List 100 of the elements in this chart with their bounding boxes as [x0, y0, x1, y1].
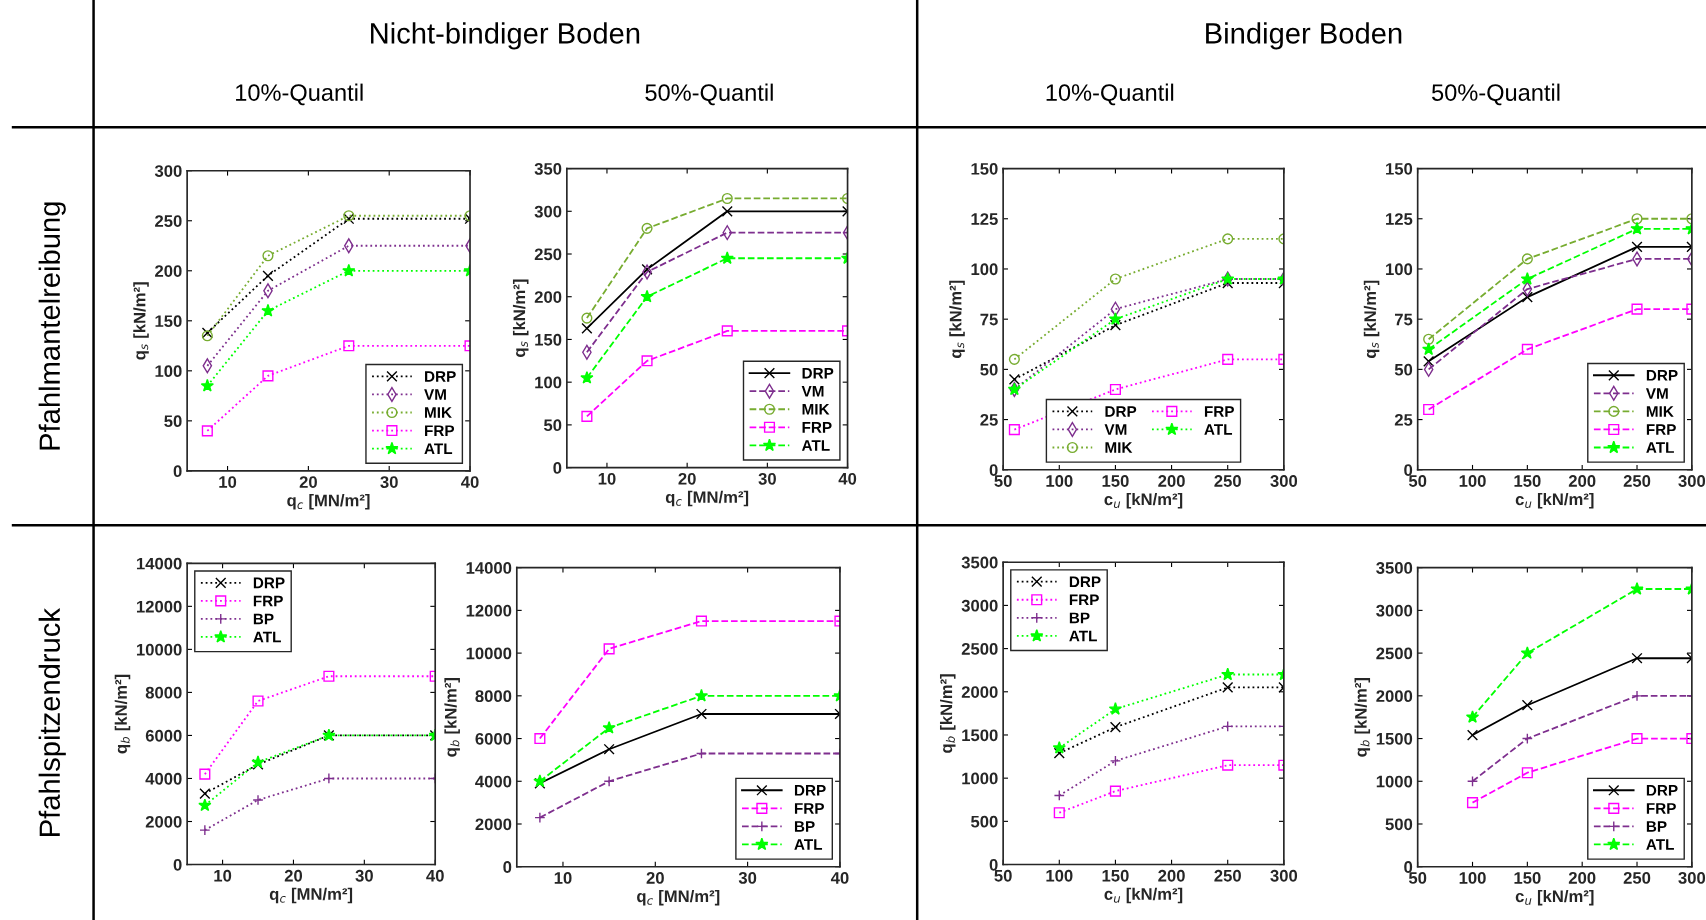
y-tick-label: 0: [553, 462, 562, 474]
y-axis-title: q$_{s}$ [kN/m²]: [1363, 280, 1380, 358]
y-axis-title: q$_{s}$ [kN/m²]: [949, 280, 965, 358]
x-tick-label: 40: [838, 472, 857, 485]
legend-label: DRP: [794, 785, 826, 796]
y-tick-label: 50: [980, 363, 998, 376]
legend-label: VM: [801, 386, 824, 397]
y-tick-label: 500: [1385, 818, 1413, 831]
y-tick-label: 10000: [136, 643, 182, 656]
text: Bindiger Boden: [1206, 22, 1402, 50]
legend-label: VM: [1645, 388, 1668, 399]
y-tick-label: 25: [1394, 413, 1413, 426]
legend-label: DRP: [1646, 370, 1678, 381]
y-tick-label: 0: [989, 464, 998, 476]
x-tick-label: 150: [1514, 475, 1541, 487]
y-axis-title: q$_{s}$ [kN/m²]: [133, 282, 149, 360]
chart-title: 50%-Quantil: [645, 83, 773, 106]
x-axis-title: c$_{u}$ [kN/m²]: [1515, 492, 1594, 509]
y-tick-label: 1000: [962, 772, 998, 785]
y-tick-label: 0: [503, 861, 512, 873]
text: Pfahlspitzendruck: [38, 608, 66, 836]
legend-label: DRP: [1069, 576, 1101, 588]
legend-label: DRP: [425, 371, 456, 382]
x-axis-title: q$_{c}$ [MN/m²]: [269, 887, 353, 904]
legend-label: VM: [424, 389, 446, 400]
x-tick-label: 250: [1623, 475, 1651, 487]
x-tick-label: 20: [299, 476, 317, 488]
text: Pfahlmantelreibung: [38, 202, 66, 450]
y-tick-label: 0: [1404, 464, 1413, 476]
y-axis-title: q$_{b}$ [kN/m²]: [939, 674, 956, 753]
x-tick-label: 150: [1514, 872, 1541, 884]
x-tick-label: 40: [461, 476, 479, 488]
y-tick-label: 2500: [961, 643, 998, 655]
y-tick-label: 3500: [1376, 562, 1413, 574]
y-tick-label: 500: [970, 815, 998, 828]
y-tick-label: 0: [1404, 861, 1413, 873]
x-tick-label: 10: [219, 476, 237, 488]
x-axis-title: c$_{u}$ [kN/m²]: [1104, 887, 1183, 904]
y-axis-title: q$_{b}$ [kN/m²]: [114, 674, 131, 754]
legend-label: BP: [794, 821, 815, 832]
text: Nicht-bindiger Boden: [371, 22, 640, 50]
legend-label: BP: [1646, 821, 1667, 832]
y-tick-label: 6000: [145, 729, 182, 742]
y-tick-label: 2000: [145, 815, 182, 828]
y-tick-label: 100: [535, 376, 562, 389]
legend-label: FRP: [1646, 803, 1676, 814]
x-tick-label: 30: [355, 869, 373, 882]
y-tick-label: 150: [535, 333, 562, 346]
y-tick-label: 12000: [136, 600, 182, 613]
x-tick-label: 200: [1158, 475, 1185, 487]
y-tick-label: 0: [989, 858, 998, 871]
x-tick-label: 150: [1102, 869, 1129, 882]
y-tick-label: 350: [534, 162, 562, 175]
legend-label: FRP: [425, 425, 455, 436]
x-tick-label: 20: [646, 872, 664, 884]
legend-label: MIK: [1105, 442, 1133, 453]
x-axis-title: c$_{u}$ [kN/m²]: [1104, 492, 1183, 509]
legend-label: MIK: [1646, 406, 1674, 417]
y-tick-label: 8000: [475, 690, 512, 703]
legend-label: DRP: [802, 367, 834, 379]
x-axis-title: q$_{c}$ [MN/m²]: [637, 889, 720, 906]
y-tick-label: 300: [534, 205, 562, 218]
x-tick-label: 250: [1214, 475, 1241, 487]
x-tick-label: 100: [1046, 869, 1073, 882]
legend-label: FRP: [1069, 594, 1099, 606]
y-tick-label: 150: [155, 315, 182, 328]
y-axis-title: q$_{b}$ [kN/m²]: [444, 678, 460, 757]
y-tick-label: 2000: [961, 686, 998, 698]
y-tick-label: 50: [164, 415, 182, 428]
legend-label: FRP: [1646, 424, 1676, 435]
y-tick-label: 300: [154, 165, 182, 177]
x-tick-label: 150: [1102, 475, 1129, 487]
legend-label: MIK: [802, 404, 830, 415]
y-tick-label: 10000: [466, 647, 512, 660]
y-tick-label: 0: [173, 465, 182, 478]
y-tick-label: 250: [534, 248, 562, 261]
x-tick-label: 300: [1678, 872, 1706, 884]
chart-title: 50%-Quantil: [1432, 83, 1560, 106]
y-tick-label: 100: [1386, 263, 1413, 276]
y-tick-label: 50: [543, 419, 562, 432]
x-tick-label: 250: [1623, 872, 1651, 884]
y-tick-label: 1500: [1376, 732, 1413, 745]
y-tick-label: 0: [173, 858, 182, 871]
legend-label: DRP: [253, 577, 285, 589]
legend-label: ATL: [1069, 630, 1097, 642]
y-tick-label: 2000: [475, 818, 512, 831]
x-tick-label: 200: [1158, 869, 1185, 882]
legend-label: FRP: [253, 595, 283, 607]
legend-label: ATL: [794, 839, 823, 850]
y-tick-label: 50: [1394, 363, 1413, 376]
y-tick-label: 250: [155, 215, 182, 227]
x-tick-label: 40: [830, 872, 849, 884]
x-tick-label: 20: [284, 869, 303, 882]
chart-title: 10%-Quantil: [236, 83, 363, 106]
y-axis-title: q$_{s}$ [kN/m²]: [512, 279, 529, 357]
x-tick-label: 40: [426, 869, 444, 882]
y-tick-label: 75: [1395, 313, 1413, 326]
x-tick-label: 100: [1046, 475, 1073, 487]
y-tick-label: 6000: [475, 732, 512, 745]
x-axis-title: q$_{c}$ [MN/m²]: [665, 490, 749, 507]
